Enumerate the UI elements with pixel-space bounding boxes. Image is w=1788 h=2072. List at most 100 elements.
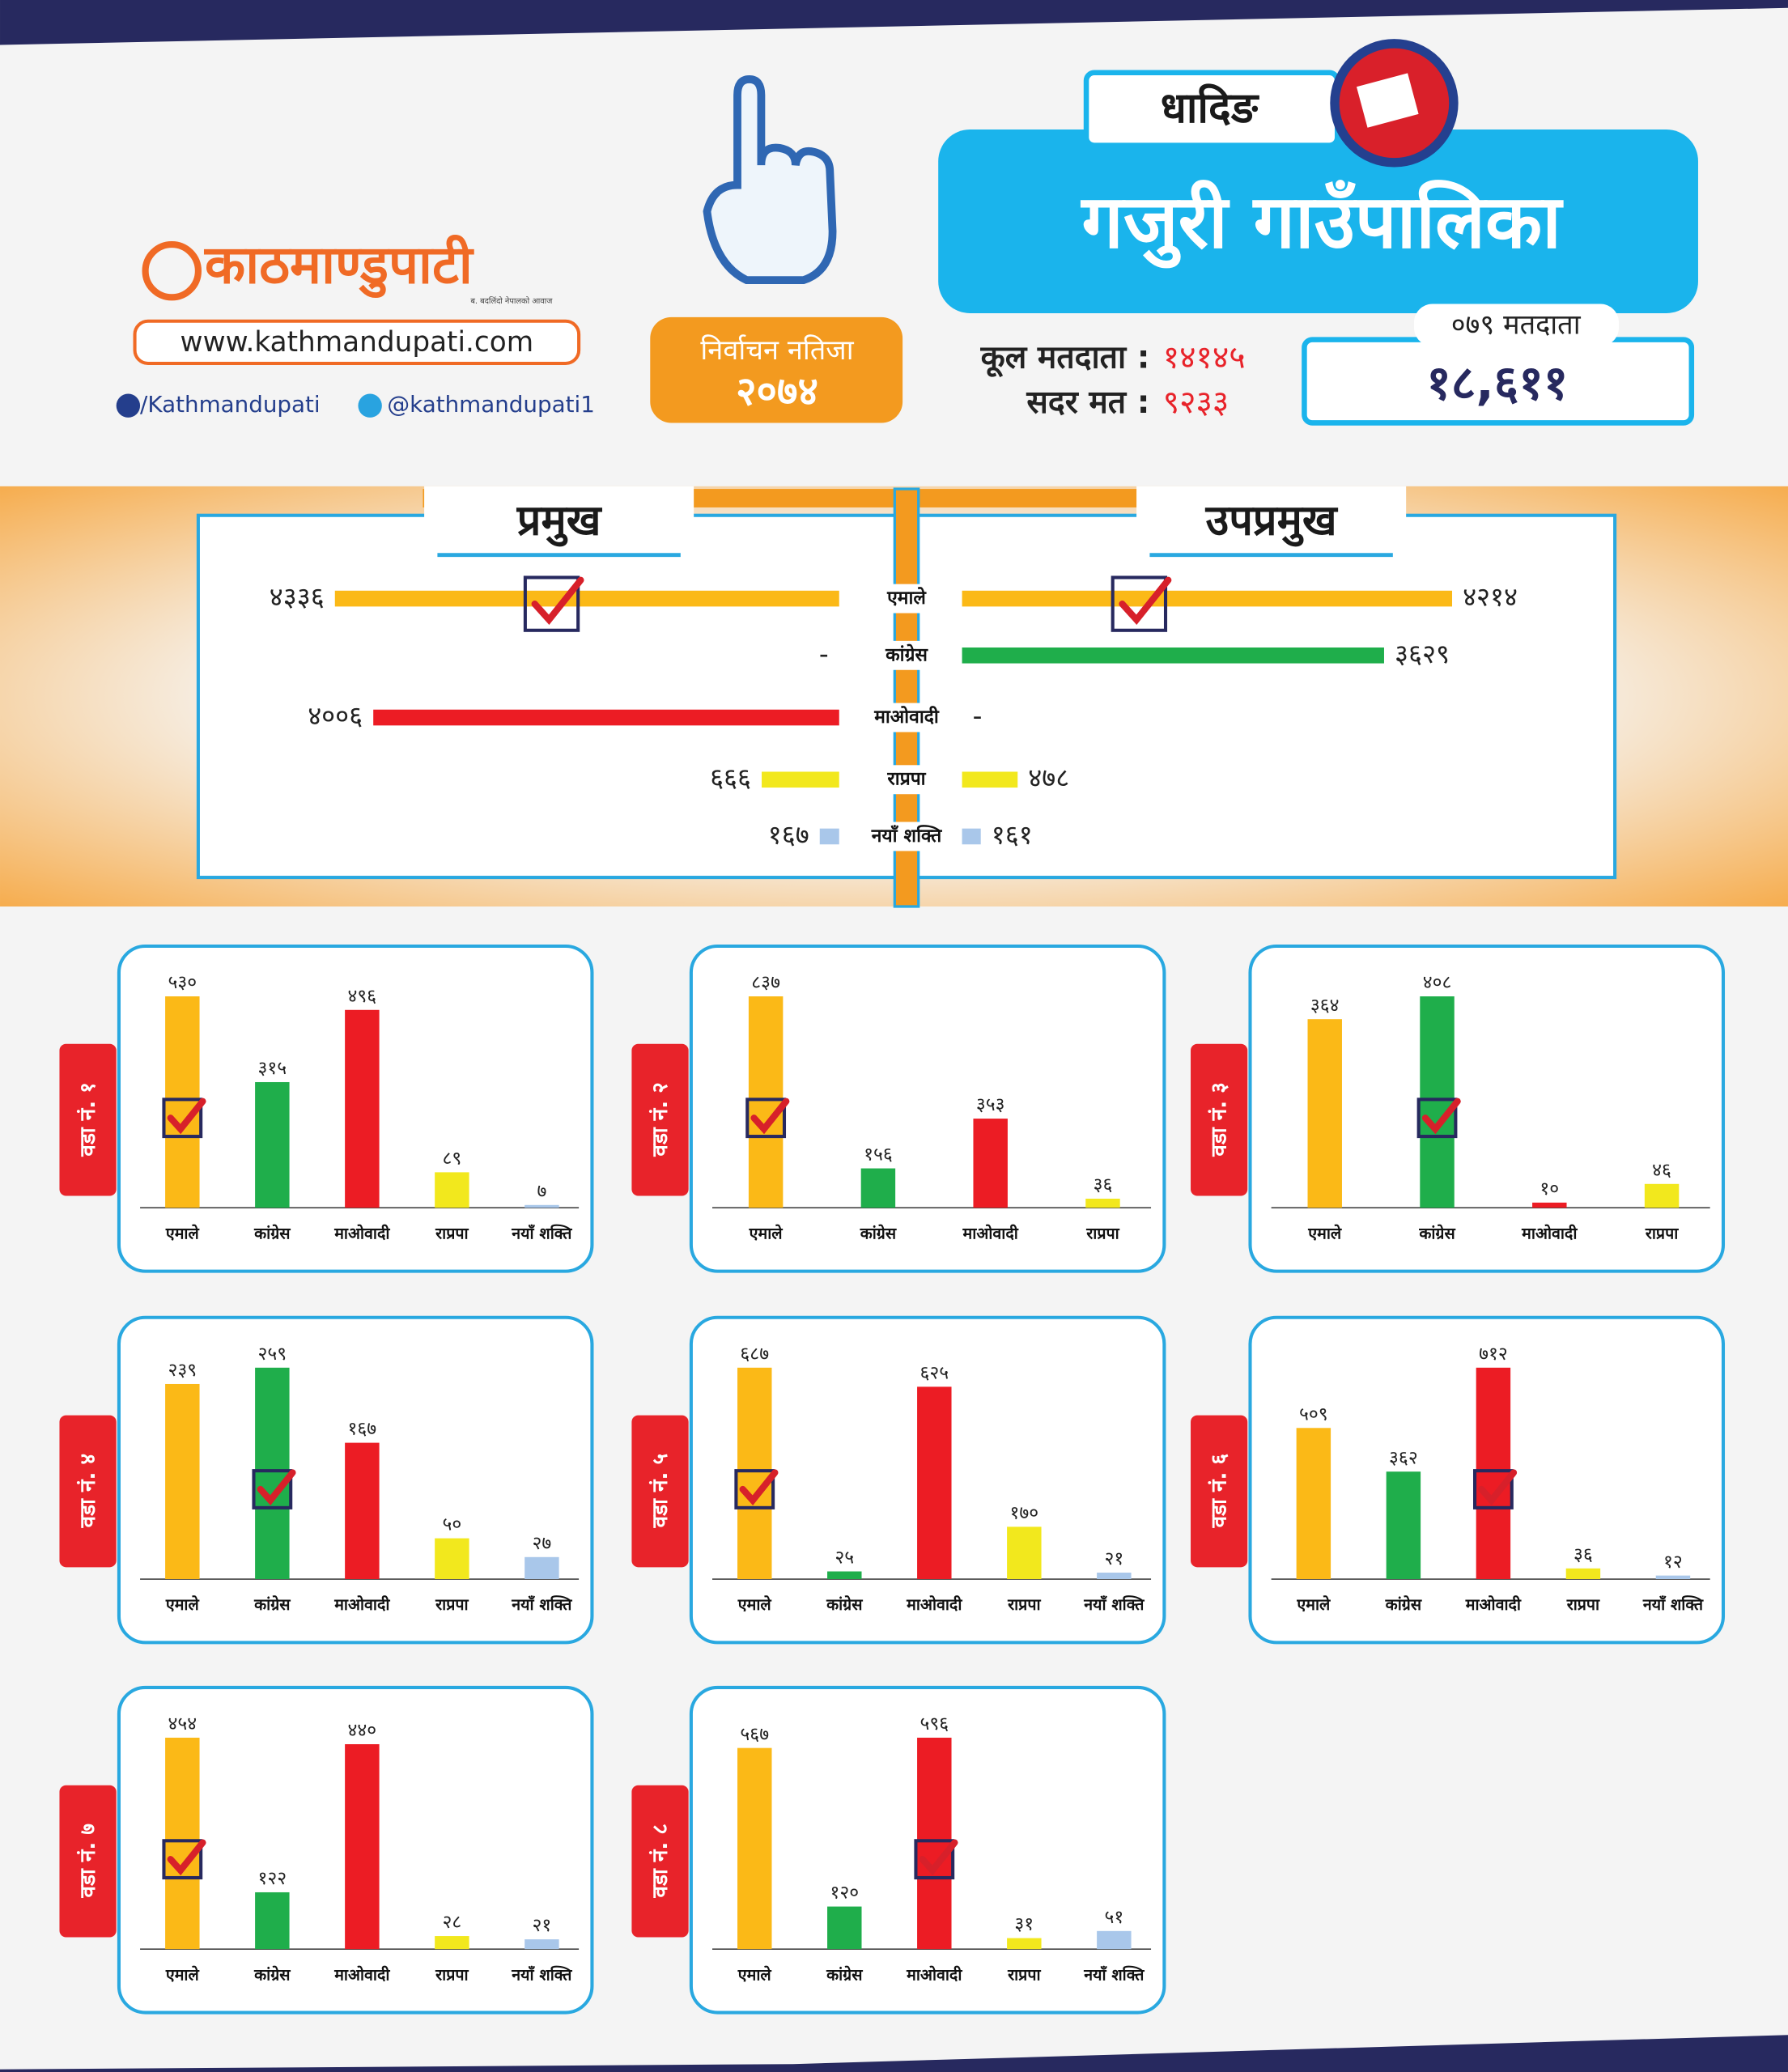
category-label: माओवादी (873, 706, 940, 728)
value-label: ४७८ (1028, 762, 1069, 793)
winner-box (914, 1839, 955, 1880)
category-label: माओवादी (906, 1595, 962, 1614)
bar (1420, 996, 1455, 1208)
category-label: नयाँ शक्ति (1083, 1965, 1145, 1984)
bar (762, 771, 839, 788)
value-label: ३१ (1014, 1914, 1034, 1935)
total-voters: १४१४५ (1163, 340, 1246, 376)
value-label: ४९६ (348, 986, 377, 1007)
value-label: १७० (1009, 1503, 1038, 1524)
ward-title: वडा नं. २ (648, 1082, 673, 1157)
valid-votes: ९२३३ (1163, 384, 1229, 421)
winner-box (1473, 1469, 1514, 1509)
value-label: ८३७ (751, 972, 780, 993)
ward-tag (631, 1043, 689, 1196)
category-label: नयाँ शक्ति (871, 825, 942, 847)
category-label-box (856, 584, 958, 614)
ward-tag (631, 1415, 689, 1568)
category-label-box (856, 703, 958, 732)
category-label: राप्रपा (1566, 1595, 1600, 1614)
bar (525, 1556, 559, 1580)
badge-title: निर्वाचन नतिजा (700, 334, 854, 367)
value-label: ३६ (1574, 1544, 1593, 1565)
bar (1644, 1183, 1680, 1208)
value-label: ३६२९ (1395, 639, 1450, 669)
series-heading: प्रमुख (516, 497, 603, 547)
bar (917, 1737, 952, 1950)
category-label: राप्रपा (1085, 1224, 1119, 1242)
value-label: ६२५ (919, 1363, 949, 1384)
category-label: राप्रपा (1007, 1965, 1041, 1984)
ward-title: वडा नं. १ (76, 1082, 100, 1157)
bar (1097, 1573, 1132, 1580)
hand-icon (703, 75, 837, 285)
bar (1085, 1199, 1120, 1208)
series-heading: उपप्रमुख (1205, 497, 1339, 547)
value-label: ५६७ (740, 1724, 769, 1745)
ward-title: वडा नं. ४ (76, 1454, 100, 1528)
winner-tick (531, 576, 584, 626)
winner-box (523, 575, 580, 632)
bar (525, 1204, 559, 1208)
category-label: एमाले (165, 1595, 200, 1614)
winner-box (745, 1098, 787, 1139)
municipality: गजुरी गाउँपालिका (1080, 179, 1564, 269)
category-label: माओवादी (333, 1224, 390, 1242)
bar (1007, 1938, 1042, 1950)
category-label: एमाले (1307, 1224, 1342, 1242)
voters-079-label-box (1413, 304, 1620, 346)
facebook-icon (116, 393, 141, 418)
voters-079-label: ०७९ मतदाता (1451, 309, 1582, 342)
ward-tag (1191, 1415, 1248, 1568)
category-label-box (856, 765, 958, 795)
series-heading-box (1136, 486, 1407, 555)
bar (917, 1386, 952, 1580)
value-label: ३५३ (976, 1094, 1005, 1115)
value-label: २१ (1104, 1548, 1123, 1569)
winner-tick (1421, 1098, 1461, 1135)
badge (650, 316, 903, 423)
value-label: २५९ (258, 1344, 287, 1365)
bar (1532, 1202, 1567, 1208)
category-label: माओवादी (333, 1965, 390, 1984)
bar (1386, 1471, 1421, 1580)
bar (435, 1936, 469, 1950)
bar (962, 828, 981, 845)
logo: काठमाण्डुपाटी ब. बदलिंदो नेपालको आवाज (142, 234, 553, 306)
value-label: ४२१४ (1463, 582, 1518, 613)
value-label: ५०९ (1299, 1403, 1328, 1424)
bar (1097, 1930, 1132, 1950)
category-label: एमाले (886, 587, 927, 609)
bar (165, 1383, 200, 1580)
bar (255, 1367, 290, 1580)
value-label: १६७ (768, 819, 809, 850)
category-label-box (856, 640, 958, 670)
bar (1476, 1367, 1511, 1580)
value-label: ६८७ (740, 1344, 769, 1365)
category-label-box (856, 822, 958, 851)
website-box (133, 319, 581, 366)
ward-title: वडा नं. ६ (1207, 1454, 1231, 1529)
value-label: ७१२ (1479, 1344, 1508, 1365)
bar (737, 1367, 772, 1580)
winner-tick (750, 1098, 790, 1135)
category-label: नयाँ शक्ति (1083, 1595, 1145, 1614)
value-label: ५० (442, 1514, 461, 1535)
value-label: ४५४ (168, 1713, 197, 1734)
logo-text: काठमाण्डुपाटी (203, 234, 474, 298)
total-voters-label: कूल मतदाता : (980, 340, 1150, 378)
bar (860, 1168, 896, 1208)
bar (345, 1442, 380, 1580)
winner-tick (1478, 1469, 1518, 1506)
value-label: ३६ (1094, 1174, 1113, 1195)
value-label: - (973, 701, 983, 732)
category-label: कांग्रेस (826, 1595, 863, 1614)
category-label: कांग्रेस (885, 643, 928, 665)
winner-box (162, 1839, 203, 1880)
bar (255, 1892, 290, 1950)
bar (345, 1743, 380, 1950)
bar (525, 1939, 559, 1950)
value-label: ७ (537, 1181, 546, 1202)
winner-tick (167, 1098, 206, 1135)
